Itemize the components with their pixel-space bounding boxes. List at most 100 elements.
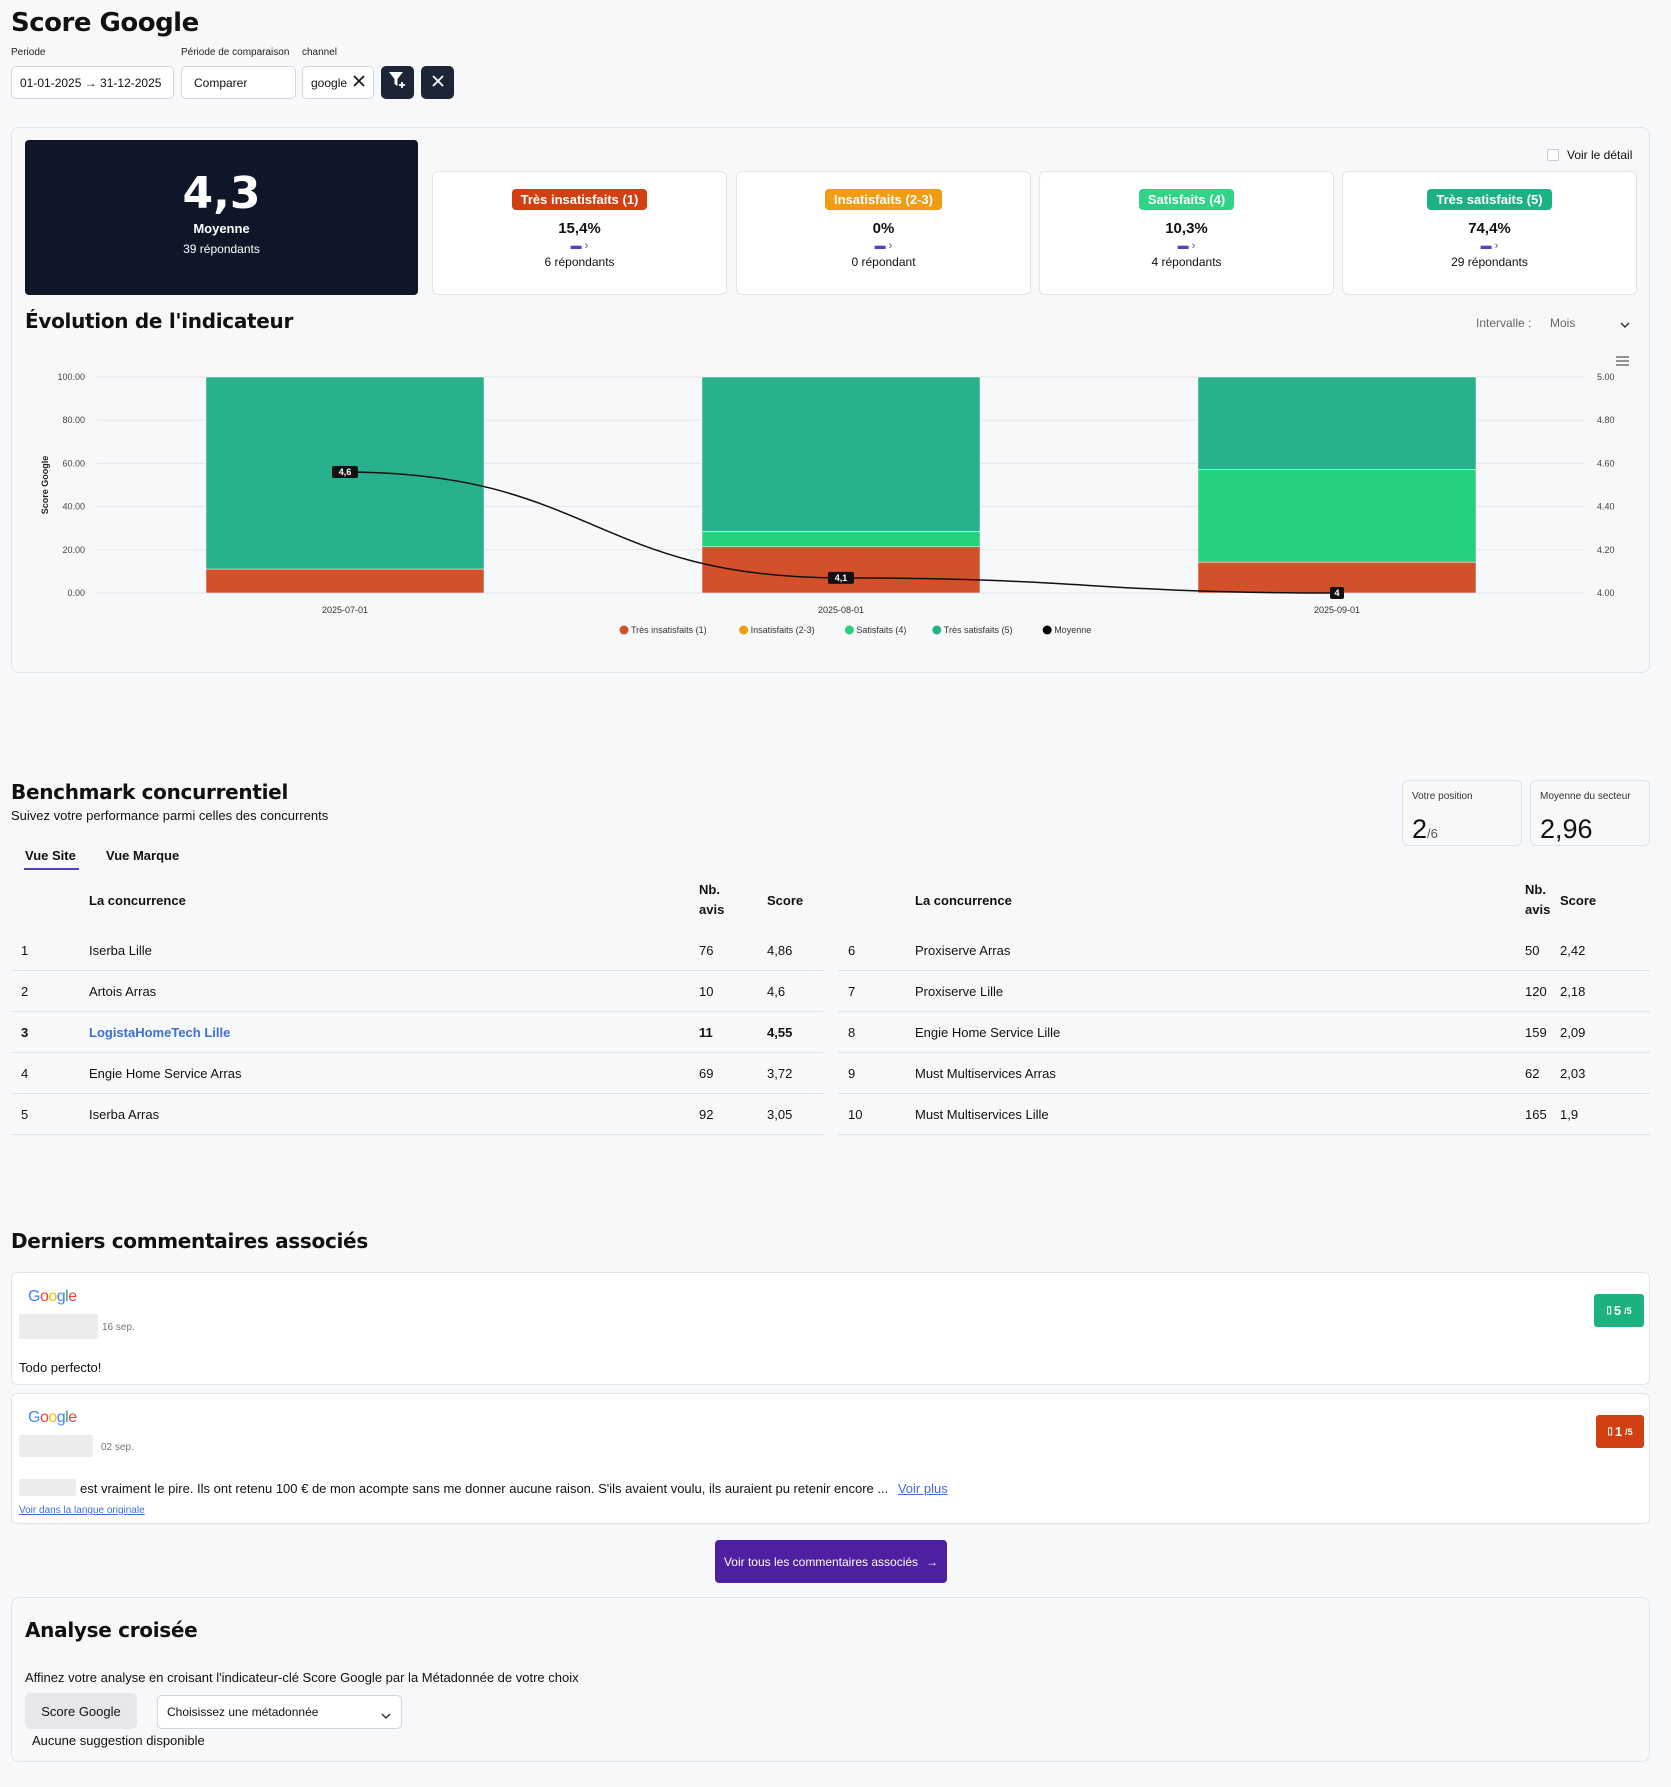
- see-all-comments-button[interactable]: Voir tous les commentaires associés →: [715, 1540, 947, 1583]
- indicator-chip[interactable]: Score Google: [25, 1693, 137, 1729]
- table-row: 3 LogistaHomeTech Lille 11 4,55: [11, 1012, 823, 1053]
- period-value: 01-01-2025 → 31-12-2025: [20, 75, 162, 90]
- segment-respondents: 6 répondants: [544, 255, 615, 269]
- author-redacted: [19, 1314, 98, 1339]
- metadata-select[interactable]: Choisissez une métadonnée: [157, 1695, 402, 1729]
- calendar-icon: ▯: [1607, 1426, 1613, 1437]
- y2-tick-label: 4.80: [1597, 415, 1615, 425]
- comments-icon[interactable]: ▬ ›: [570, 240, 589, 252]
- competitor-name: Iserba Lille: [89, 943, 152, 958]
- position-value: 2/6: [1412, 814, 1438, 844]
- checkbox[interactable]: [1547, 149, 1559, 161]
- interval-select[interactable]: Mois: [1550, 316, 1630, 330]
- legend-item: Insatisfaits (2-3): [751, 625, 815, 635]
- comment-text: Todo perfecto!: [19, 1360, 102, 1375]
- competitor-name: LogistaHomeTech Lille: [89, 1025, 231, 1040]
- channel-chip[interactable]: google: [302, 66, 374, 99]
- data-label: 4: [1334, 588, 1339, 598]
- segment-badge: Insatisfaits (2-3): [825, 189, 942, 210]
- see-more-link[interactable]: Voir plus: [897, 1481, 948, 1496]
- rank: 6: [848, 943, 856, 958]
- chevron-down-icon: [1620, 318, 1630, 332]
- bar-segment: [701, 546, 981, 594]
- comment-card: Google 16 sep. Todo perfecto! ▯ 5/5: [11, 1272, 1650, 1385]
- comparison-field[interactable]: Comparer: [181, 66, 296, 99]
- comment-text: est vraiment le pire. Ils ont retenu 100…: [80, 1481, 948, 1496]
- tab-vue-site[interactable]: Vue Site: [25, 848, 76, 863]
- competitor-name: Must Multiservices Arras: [915, 1066, 1056, 1081]
- segment-card: Très satisfaits (5) 74,4% ▬ › 29 répondants: [1342, 171, 1637, 295]
- segment-percentage: 15,4%: [558, 220, 601, 237]
- review-count: 62: [1525, 1066, 1540, 1081]
- comparison-value: Comparer: [194, 75, 248, 90]
- detail-toggle[interactable]: Voir le détail: [1547, 148, 1632, 162]
- score: 4,86: [767, 943, 793, 958]
- average-value: 4,3: [182, 168, 261, 219]
- table-row: 1 Iserba Lille 76 4,86: [11, 930, 823, 971]
- segment-badge: Très satisfaits (5): [1427, 189, 1552, 210]
- comments-icon[interactable]: ▬ ›: [1480, 240, 1499, 252]
- google-logo: Google: [28, 1288, 77, 1305]
- y2-tick-label: 4.20: [1597, 545, 1615, 555]
- rank: 7: [848, 984, 856, 999]
- evolution-title: Évolution de l'indicateur: [25, 309, 294, 333]
- original-language-link[interactable]: Voir dans la langue originale: [19, 1505, 145, 1516]
- col-competitor: La concurrence: [915, 893, 1012, 908]
- comments-title: Derniers commentaires associés: [11, 1229, 368, 1253]
- score: 2,03: [1560, 1066, 1586, 1081]
- y2-tick-label: 4.00: [1597, 588, 1615, 598]
- cross-analysis-description: Affinez votre analyse en croisant l'indi…: [25, 1670, 579, 1685]
- metadata-select-placeholder: Choisissez une métadonnée: [167, 1705, 319, 1719]
- tab-vue-marque[interactable]: Vue Marque: [106, 848, 180, 863]
- average-label: Moyenne: [193, 221, 250, 236]
- table-row: 5 Iserba Arras 92 3,05: [11, 1094, 823, 1135]
- segment-card: Très insatisfaits (1) 15,4% ▬ › 6 répondant…: [432, 171, 727, 295]
- y-tick-label: 40.00: [62, 502, 85, 512]
- score: 4,6: [767, 984, 786, 999]
- bar-segment: [1197, 376, 1477, 470]
- y-tick-label: 20.00: [62, 545, 85, 555]
- segment-respondents: 4 répondants: [1151, 255, 1222, 269]
- legend-marker: [844, 625, 854, 635]
- review-count: 10: [699, 984, 714, 999]
- score: 2,42: [1560, 943, 1586, 958]
- score: 3,72: [767, 1066, 793, 1081]
- competitor-name: Engie Home Service Arras: [89, 1066, 242, 1081]
- interval-label: Intervalle :: [1476, 316, 1532, 330]
- competitor-name: Iserba Arras: [89, 1107, 160, 1122]
- segment-badge: Satisfaits (4): [1138, 189, 1235, 210]
- bar-segment: [205, 568, 485, 594]
- detail-toggle-label: Voir le détail: [1567, 148, 1633, 162]
- legend-marker: [739, 625, 749, 635]
- comments-icon[interactable]: ▬ ›: [1177, 240, 1196, 252]
- chevron-down-icon: [381, 1709, 391, 1723]
- data-label-box: [828, 571, 854, 584]
- table-row: 7 Proxiserve Lille 120 2,18: [838, 971, 1650, 1012]
- review-count: 11: [699, 1025, 713, 1040]
- y2-tick-label: 4.60: [1597, 458, 1615, 468]
- review-count: 120: [1525, 984, 1547, 999]
- y-axis-label: Score Google: [40, 456, 50, 515]
- comments-icon[interactable]: ▬ ›: [874, 240, 893, 252]
- segment-percentage: 0%: [872, 220, 895, 237]
- google-logo: Google: [28, 1409, 77, 1426]
- segment-card: Insatisfaits (2-3) 0% ▬ › 0 répondant: [736, 171, 1031, 295]
- channel-value: google: [311, 75, 348, 90]
- position-total: /6: [1427, 826, 1438, 841]
- segment-respondents: 29 répondants: [1451, 255, 1528, 269]
- add-filter-button[interactable]: [381, 66, 414, 99]
- score: 1,9: [1560, 1107, 1579, 1122]
- sector-average-value: 2,96: [1540, 814, 1593, 844]
- competitor-name: Proxiserve Lille: [915, 984, 1004, 999]
- cross-analysis-panel: [11, 1597, 1650, 1762]
- comment-card: Google 02 sep. est vraiment le pire. Ils…: [11, 1393, 1650, 1524]
- close-icon: [431, 74, 444, 92]
- legend-marker: [1042, 625, 1052, 635]
- segment-respondents: 0 répondant: [851, 255, 916, 269]
- clear-filters-button[interactable]: [421, 66, 454, 99]
- review-count: 50: [1525, 943, 1540, 958]
- competitor-name: Must Multiservices Lille: [915, 1107, 1049, 1122]
- comment-date: 02 sep.: [101, 1442, 134, 1453]
- close-icon[interactable]: [353, 75, 365, 90]
- period-field[interactable]: 01-01-2025 → 31-12-2025: [11, 66, 174, 99]
